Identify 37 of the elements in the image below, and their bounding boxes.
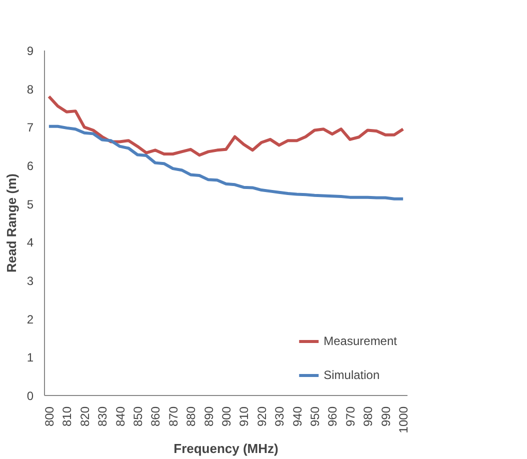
y-tick-label: 3 — [26, 274, 34, 288]
y-tick-label: 6 — [26, 159, 34, 173]
line-series — [47, 124, 405, 200]
x-tick-label: 870 — [166, 406, 180, 427]
y-tick-label: 1 — [26, 350, 34, 365]
x-tick-label: 950 — [308, 406, 322, 427]
y-tick-label: 2 — [26, 312, 34, 326]
x-tick-label: 930 — [272, 406, 287, 427]
y-tick-label: 9 — [26, 44, 34, 58]
x-tick-label: 810 — [60, 406, 74, 427]
x-tick-label: 800 — [42, 406, 56, 427]
x-tick-label: 820 — [78, 406, 92, 427]
x-tick-label: 830 — [96, 406, 110, 427]
x-tick-label: 900 — [220, 406, 234, 427]
x-tick-label: 980 — [361, 406, 376, 427]
x-tick-label: 880 — [184, 406, 198, 427]
x-tick-label: 910 — [237, 406, 252, 427]
x-axis-title: Frequency (MHz) — [174, 441, 278, 456]
y-tick-label: 8 — [26, 82, 34, 96]
x-tick-label: 940 — [290, 406, 304, 427]
x-tick-label: 840 — [113, 406, 128, 427]
legend-label: Measurement — [324, 334, 397, 348]
line-series — [47, 95, 405, 157]
x-tick-label: 850 — [130, 406, 145, 427]
x-tick-label: 1000 — [396, 406, 411, 434]
legend-label: Simulation — [324, 368, 380, 382]
x-tick-label: 920 — [254, 406, 269, 427]
x-tick-label: 970 — [343, 406, 358, 427]
y-axis-title: Read Range (m) — [4, 174, 19, 272]
x-tick-label: 890 — [202, 406, 216, 427]
y-tick-label: 0 — [26, 389, 34, 403]
x-tick-label: 960 — [326, 406, 340, 427]
y-tick-label: 4 — [26, 236, 34, 250]
x-tick-label: 990 — [378, 406, 393, 427]
y-tick-label: 7 — [26, 120, 34, 135]
y-tick-label: 5 — [26, 197, 34, 212]
x-tick-label: 860 — [148, 406, 163, 427]
